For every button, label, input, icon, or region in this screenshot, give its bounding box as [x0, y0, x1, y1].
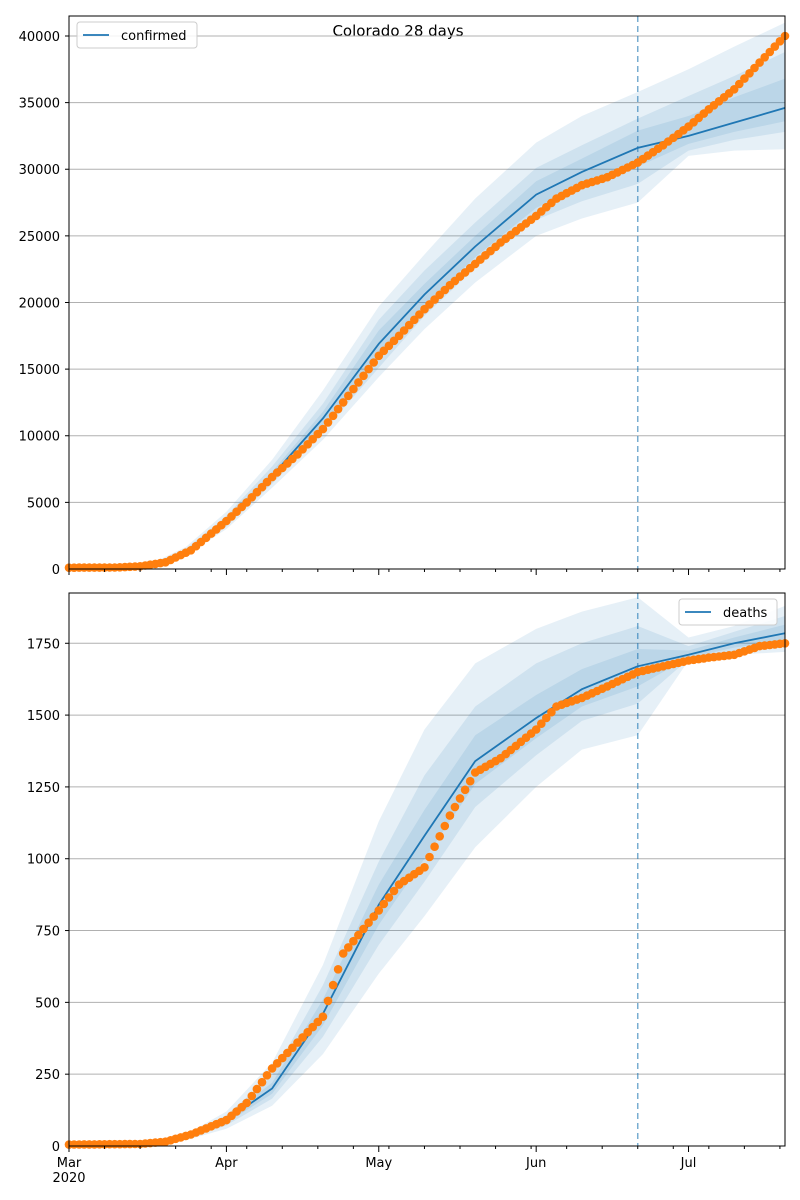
- observed-point: [242, 1098, 251, 1108]
- y-tick-label: 0: [52, 563, 60, 578]
- uncertainty-band: [69, 78, 785, 568]
- x-tick-label: May: [365, 1156, 392, 1171]
- observed-point: [455, 794, 465, 803]
- y-tick-label: 1250: [27, 781, 60, 796]
- observed-point: [531, 725, 541, 734]
- observed-point: [399, 326, 409, 335]
- observed-point: [735, 79, 744, 89]
- y-tick-label: 25000: [19, 230, 60, 245]
- observed-point: [354, 930, 363, 940]
- y-tick-label: 1500: [27, 709, 60, 724]
- observed-point: [338, 398, 348, 407]
- observed-point: [404, 320, 414, 330]
- legend-label: deaths: [723, 606, 768, 621]
- y-tick-label: 35000: [19, 97, 60, 112]
- observed-point: [328, 980, 338, 990]
- observed-point: [729, 85, 739, 94]
- observed-point: [349, 384, 358, 394]
- legend-box: [678, 598, 778, 626]
- observed-point: [460, 785, 470, 795]
- observed-point: [775, 37, 785, 46]
- observed-point: [765, 47, 775, 57]
- x-tick-label: Jun: [525, 1156, 546, 1171]
- observed-point: [369, 912, 379, 921]
- observed-point: [338, 949, 348, 958]
- observed-point: [252, 1084, 262, 1094]
- observed-point: [445, 811, 455, 820]
- observed-point: [344, 391, 353, 401]
- observed-point: [379, 899, 389, 909]
- figure-title: Colorado 28 days: [332, 22, 463, 40]
- observed-point: [318, 424, 328, 434]
- observed-point: [537, 719, 546, 728]
- observed-point: [349, 936, 358, 946]
- observed-point: [740, 74, 749, 83]
- observed-point: [750, 63, 759, 73]
- observed-point: [465, 776, 475, 786]
- axes-frame: [68, 592, 786, 1147]
- y-tick-label: 15000: [19, 363, 60, 378]
- observed-point: [770, 42, 780, 51]
- observed-point: [430, 842, 439, 851]
- uncertainty-band: [69, 22, 785, 568]
- observed-point: [323, 996, 333, 1006]
- observed-point: [333, 965, 343, 974]
- observed-point: [323, 418, 333, 427]
- y-tick-label: 30000: [19, 163, 60, 178]
- legend-label: confirmed: [121, 29, 187, 44]
- y-tick-label: 20000: [19, 296, 60, 311]
- observed-point: [359, 924, 368, 934]
- observed-point: [755, 58, 764, 67]
- axes-frame: [68, 15, 786, 570]
- observed-point: [410, 315, 419, 325]
- observed-point: [415, 310, 424, 319]
- observed-point: [262, 1071, 272, 1080]
- y-tick-label: 750: [35, 925, 60, 940]
- y-tick-label: 5000: [27, 496, 60, 511]
- uncertainty-band: [69, 597, 785, 1145]
- observed-point: [328, 411, 338, 421]
- x-tick-label: Mar: [57, 1156, 82, 1171]
- model-line: [68, 107, 786, 569]
- observed-point: [359, 371, 368, 381]
- x-axis-year-label: 2020: [52, 1171, 85, 1186]
- confirmed-chart: 0 5000 10000 15000 20000 25000 30000 35000 40000…: [19, 15, 790, 578]
- deaths-chart: 0 250 500 750 1000 1250 1500 1750 Mar Apr May Jun Ju…: [27, 592, 790, 1171]
- y-tick-label: 1750: [27, 637, 60, 652]
- observed-point: [440, 821, 450, 831]
- y-tick-label: 500: [35, 996, 60, 1011]
- observed-point: [420, 863, 429, 872]
- observed-point: [364, 918, 373, 927]
- y-tick-label: 40000: [19, 30, 60, 45]
- observed-point: [450, 802, 460, 812]
- observed-point: [547, 707, 556, 717]
- legend-box: [76, 21, 198, 49]
- y-tick-label: 10000: [19, 430, 60, 445]
- y-tick-label: 250: [35, 1068, 60, 1083]
- observed-point: [384, 893, 394, 902]
- observed-point: [318, 1012, 328, 1021]
- observed-point: [369, 358, 379, 367]
- observed-point: [374, 906, 384, 915]
- observed-point: [364, 364, 373, 374]
- observed-point: [257, 1077, 267, 1087]
- observed-point: [344, 943, 353, 952]
- observed-point: [333, 404, 343, 414]
- observed-point: [389, 886, 399, 896]
- x-tick-label: Apr: [215, 1156, 238, 1171]
- observed-point: [354, 378, 363, 387]
- observed-point: [425, 852, 434, 862]
- y-tick-label: 1000: [27, 853, 60, 868]
- observed-point: [435, 832, 445, 841]
- x-tick-label: Jul: [680, 1156, 697, 1171]
- observed-point: [542, 713, 551, 723]
- y-tick-label: 0: [52, 1140, 60, 1155]
- observed-point: [760, 53, 769, 62]
- observed-point: [247, 1091, 257, 1101]
